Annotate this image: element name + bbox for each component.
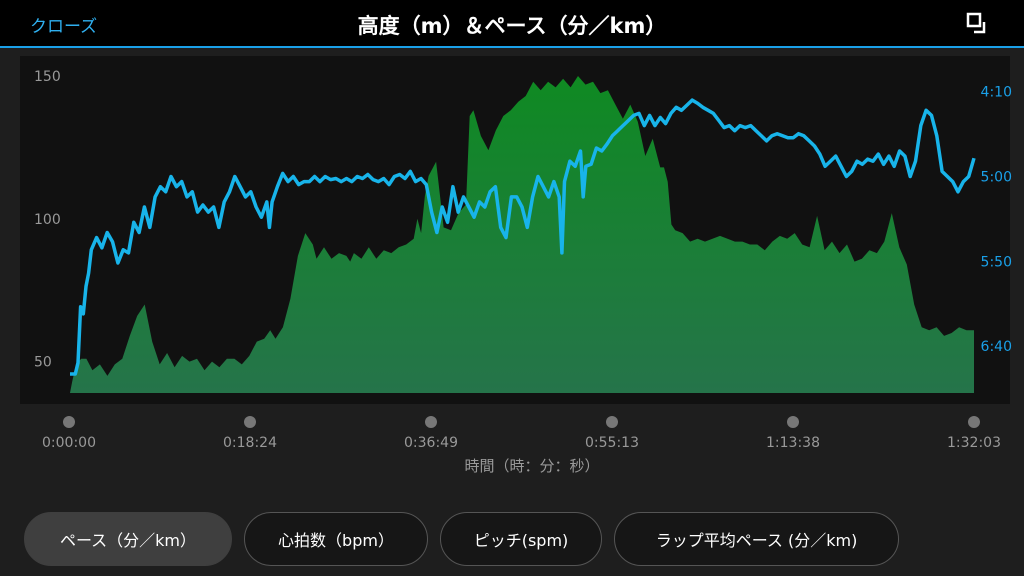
x-tick-dot [968,416,980,428]
pace-line [70,98,976,376]
tab-heart-rate-label: 心拍数（bpm） [278,531,394,550]
x-tick-label: 0:00:00 [42,435,96,451]
elevation-area [70,76,974,393]
left-tick-label: 50 [34,355,52,371]
tab-cadence[interactable]: ピッチ(spm) [440,512,602,566]
x-tick-dot [787,416,799,428]
x-tick-label: 0:18:24 [223,435,277,451]
x-tick-dot [425,416,437,428]
x-tick-dot [606,416,618,428]
close-button[interactable]: クローズ [30,17,98,37]
right-tick-label: 6:40 [981,339,1012,355]
chart-title: 高度（m）＆ペース（分／km） [357,14,667,38]
tab-cadence-label: ピッチ(spm) [473,531,569,550]
fullscreen-exit-icon[interactable] [966,12,992,36]
right-tick-label: 5:50 [981,254,1012,270]
right-axis: 4:10 5:00 5:50 6:40 [981,85,1012,356]
right-tick-label: 4:10 [981,85,1012,101]
left-tick-label: 150 [34,69,61,85]
right-tick-label: 5:00 [981,169,1012,185]
top-bar: クローズ 高度（m）＆ペース（分／km） [0,0,1024,48]
x-tick-dot [244,416,256,428]
tab-lap-average-pace-label: ラップ平均ペース (分／km) [655,531,858,550]
left-axis: 150 100 50 [34,69,61,371]
header-accent-line [0,46,1024,48]
left-tick-label: 100 [34,212,61,228]
x-tick-label: 1:13:38 [766,435,820,451]
x-axis-label: 時間（時：分：秒） [464,457,599,475]
x-tick-label: 1:32:03 [947,435,1001,451]
tab-pace[interactable]: ペース（分／km） [24,512,232,566]
series-layer [70,76,976,393]
x-axis: 0:00:00 0:18:24 0:36:49 0:55:13 1:13:38 1:32:… [42,416,1001,451]
tab-lap-average-pace[interactable]: ラップ平均ペース (分／km) [614,512,899,566]
x-tick-dot [63,416,75,428]
tab-pace-label: ペース（分／km） [59,531,197,550]
x-tick-label: 0:36:49 [404,435,458,451]
elevation-pace-chart: 150 100 50 4:10 5:00 5:50 6:40 0:00:00 0:18:24… [20,56,1012,475]
tab-heart-rate[interactable]: 心拍数（bpm） [244,512,428,566]
x-tick-label: 0:55:13 [585,435,639,451]
